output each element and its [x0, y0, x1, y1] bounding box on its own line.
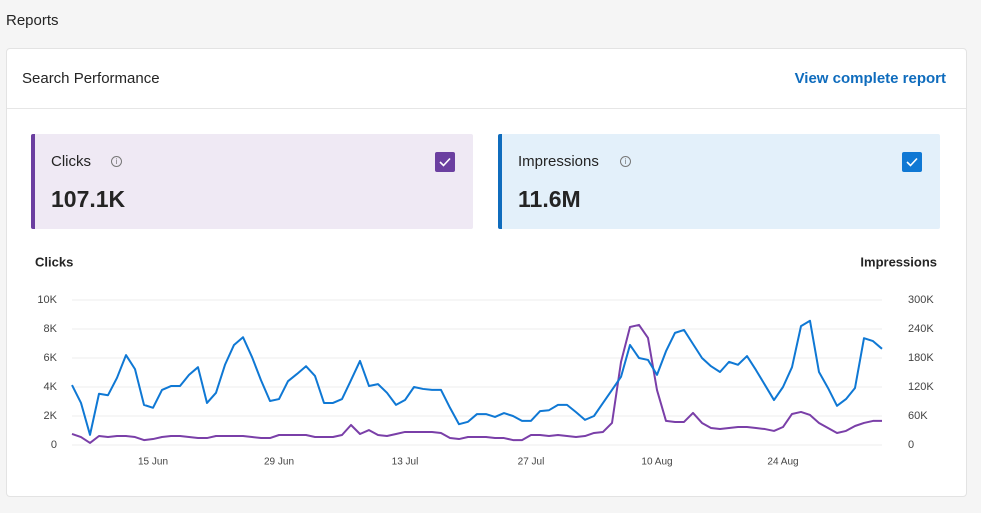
card-title: Search Performance: [22, 70, 160, 87]
x-tick-label: 15 Jun: [138, 457, 168, 468]
card: Search Performance View complete report …: [6, 48, 967, 497]
y-tick-label: 2K: [44, 410, 58, 422]
data-line: [71, 319, 883, 436]
y-tick-label: 4K: [44, 381, 58, 393]
y2-tick-label: 180K: [908, 352, 934, 364]
y2-tick-label: 300K: [908, 294, 934, 306]
x-tick-label: 10 Aug: [641, 457, 672, 468]
checkbox[interactable]: [902, 152, 922, 172]
report-link[interactable]: View complete report: [794, 70, 946, 87]
y2-tick-label: 120K: [908, 381, 934, 393]
y-tick-label: 10K: [37, 294, 57, 306]
metric-card: Impressions i 11.6M: [498, 134, 940, 229]
metric-card: Clicks i 107.1K: [31, 134, 473, 229]
y2-tick-label: 0: [908, 439, 914, 451]
y2-axis-title: Impressions: [860, 254, 937, 269]
metric-value: 11.6M: [518, 186, 581, 212]
x-tick-label: 13 Jul: [392, 457, 419, 468]
y-axis-title: Clicks: [35, 254, 73, 269]
checkbox[interactable]: [435, 152, 455, 172]
info-icon[interactable]: i: [111, 156, 122, 167]
y2-tick-label: 60K: [908, 410, 928, 422]
page-title: Reports: [6, 12, 59, 29]
y-tick-label: 8K: [44, 323, 58, 335]
card-header: Search Performance View complete report: [7, 49, 966, 109]
y-tick-label: 6K: [44, 352, 58, 364]
x-tick-label: 24 Aug: [767, 457, 798, 468]
x-tick-label: 29 Jun: [264, 457, 294, 468]
x-tick-label: 27 Jul: [518, 457, 545, 468]
data-line: [71, 323, 882, 444]
metric-value: 107.1K: [51, 186, 126, 212]
y2-tick-label: 240K: [908, 323, 934, 335]
info-icon[interactable]: i: [620, 156, 631, 167]
y-tick-label: 0: [51, 439, 57, 451]
metric-label: Clicks: [51, 153, 91, 170]
metric-label: Impressions: [518, 153, 599, 170]
